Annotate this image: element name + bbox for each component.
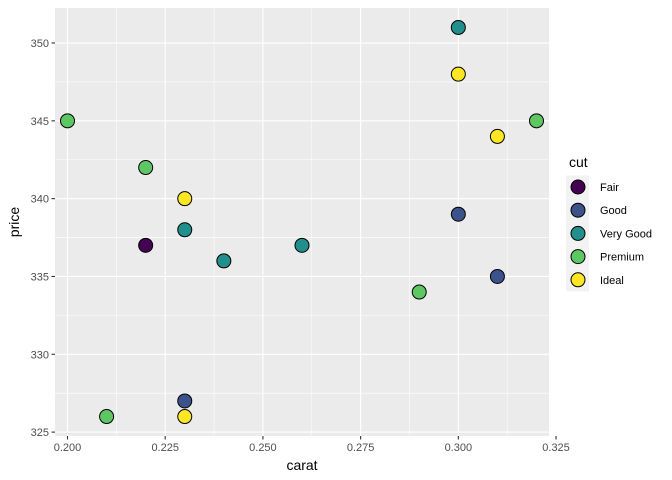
data-point-very-good: [294, 237, 310, 253]
y-tick-label: 330: [31, 349, 49, 361]
data-point-ideal: [177, 191, 193, 207]
legend-key-very-good: [570, 225, 586, 241]
legend-key-premium: [570, 249, 586, 265]
y-tick-label: 345: [31, 116, 49, 128]
legend-item: Good: [566, 198, 627, 222]
legend-key-fair: [570, 179, 586, 195]
data-point-fair: [138, 237, 154, 253]
y-axis: 325 330 335 340 345 350: [31, 38, 55, 439]
x-axis-title: carat: [286, 457, 317, 473]
data-point-very-good: [216, 253, 232, 269]
data-point-good: [450, 206, 466, 222]
data-point-premium: [138, 160, 154, 176]
y-tick-label: 350: [31, 38, 49, 50]
data-point-ideal: [489, 128, 505, 144]
legend-label: Very Good: [600, 228, 652, 240]
x-axis: 0.200 0.225 0.250 0.275 0.300 0.325: [54, 436, 570, 454]
data-point-good: [489, 268, 505, 284]
y-axis-title: price: [6, 207, 22, 238]
y-tick-label: 335: [31, 271, 49, 283]
y-tick-label: 340: [31, 194, 49, 206]
data-point-good: [177, 393, 193, 409]
x-tick-label: 0.250: [249, 442, 277, 454]
major-gridlines: [55, 8, 549, 436]
y-tick-label: 325: [31, 427, 49, 439]
legend-label: Premium: [600, 252, 644, 264]
minor-gridlines: [55, 8, 549, 436]
legend-label: Ideal: [600, 275, 624, 287]
data-point-ideal: [450, 66, 466, 82]
legend-item: Very Good: [566, 221, 652, 245]
x-tick-label: 0.300: [445, 442, 473, 454]
legend-label: Good: [600, 205, 627, 217]
legend-item: Premium: [566, 245, 644, 269]
x-tick-label: 0.275: [347, 442, 375, 454]
legend-key-good: [570, 202, 586, 218]
data-point-premium: [60, 113, 76, 129]
data-points: [60, 19, 544, 425]
plot-panel: [55, 8, 549, 436]
legend-label: Fair: [600, 182, 619, 194]
data-point-very-good: [450, 19, 466, 35]
x-tick-label: 0.325: [542, 442, 570, 454]
legend-title: cut: [569, 154, 588, 170]
data-point-premium: [99, 409, 115, 425]
data-point-very-good: [177, 222, 193, 238]
data-point-premium: [411, 284, 427, 300]
legend-item: Ideal: [566, 268, 624, 292]
legend-key-ideal: [570, 272, 586, 288]
legend-item: Fair: [566, 175, 619, 199]
x-tick-label: 0.200: [54, 442, 82, 454]
data-point-ideal: [177, 409, 193, 425]
legend: cut Fair Good Very Good Premium Ideal: [566, 154, 652, 292]
x-tick-label: 0.225: [151, 442, 179, 454]
data-point-premium: [528, 113, 544, 129]
